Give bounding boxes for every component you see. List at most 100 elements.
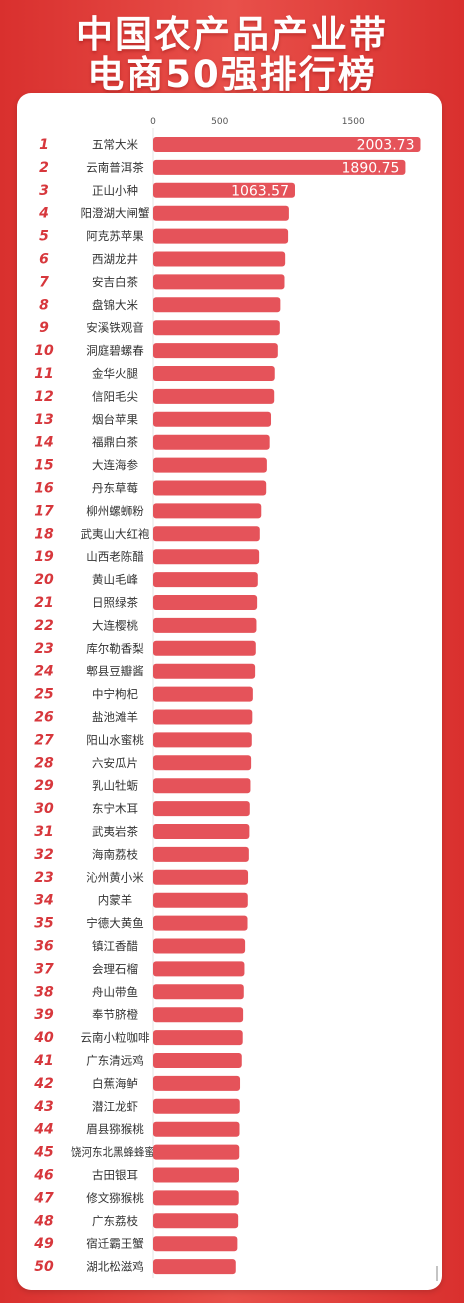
category-label: 白蕉海鲈 [92, 1076, 138, 1090]
category-label: 广东清远鸡 [86, 1054, 144, 1068]
category-label: 中宁枸杞 [92, 687, 138, 701]
bar-row: 27 阳山水蜜桃 [34, 732, 252, 748]
x-tick-label: 0 [150, 117, 156, 127]
category-label: 六安瓜片 [92, 756, 138, 770]
bar [153, 274, 285, 290]
rank-label: 43 [33, 1099, 53, 1115]
bar-row: 10 洞庭碧螺春 [34, 343, 278, 359]
bar [153, 480, 267, 496]
rank-label: 15 [34, 458, 54, 474]
category-label: 修文猕猴桃 [86, 1191, 144, 1205]
rank-label: 47 [33, 1190, 54, 1206]
category-label: 安溪铁观音 [86, 321, 144, 335]
bar [153, 617, 257, 633]
category-label: 丹东草莓 [92, 481, 138, 495]
bar-row: 18 武夷山大红袍 [34, 526, 260, 542]
category-label: 武夷岩茶 [92, 825, 138, 839]
rank-label: 16 [34, 481, 54, 497]
bar-row: 50 湖北松滋鸡 [34, 1259, 236, 1275]
rank-label: 36 [34, 939, 54, 955]
category-label: 信阳毛尖 [92, 389, 138, 403]
bar [153, 801, 250, 817]
rank-label: 17 [34, 503, 54, 519]
rank-label: 19 [34, 549, 54, 565]
bar [153, 137, 421, 152]
bar [153, 961, 245, 977]
category-label: 阳澄湖大闸蟹 [81, 206, 150, 220]
bar-row: 32 海南荔枝 [34, 846, 249, 863]
bar-row: 19 山西老陈醋 [34, 549, 260, 565]
category-label: 潜江龙虾 [92, 1099, 138, 1113]
category-label: 日照绿茶 [92, 596, 138, 610]
rank-label: 22 [34, 618, 53, 634]
category-label: 大连樱桃 [92, 618, 138, 632]
bar [153, 549, 260, 565]
category-label: 镇江香醋 [92, 939, 138, 953]
bar-row: 41 广东清远鸡 [33, 1053, 242, 1069]
bar-row: 46 古田银耳 [33, 1167, 239, 1184]
rank-label: 7 [39, 274, 49, 290]
bar [153, 320, 280, 336]
page-title-line2: 电商50强排行榜 [87, 53, 377, 96]
category-label: 五常大米 [92, 138, 138, 152]
category-label: 山西老陈醋 [86, 550, 144, 564]
bar [153, 251, 286, 267]
rank-label: 35 [34, 916, 54, 932]
bar [153, 1190, 239, 1206]
rank-label: 12 [34, 389, 53, 405]
bar [153, 1098, 240, 1114]
bar-row: 9 安溪铁观音 [39, 320, 280, 336]
rank-label: 25 [34, 687, 54, 703]
bar-row: 45 饶河东北黑蜂蜂蜜 [33, 1144, 240, 1161]
bar-row: 7 安吉白茶 [39, 274, 285, 290]
bar-row: 1 五常大米 2003.73 [39, 137, 421, 154]
rank-label: 3 [39, 183, 49, 199]
category-label: 宿迁霸王蟹 [86, 1237, 144, 1251]
bar-row: 37 会理石榴 [34, 961, 245, 977]
rank-label: 1 [39, 137, 49, 153]
bar-row: 31 武夷岩茶 [34, 824, 250, 840]
bar [153, 1259, 236, 1275]
bar [153, 1121, 240, 1137]
bar [153, 1236, 238, 1252]
category-label: 云南普洱茶 [86, 160, 144, 174]
rank-label: 45 [33, 1145, 54, 1161]
bar [153, 503, 262, 519]
bar [153, 388, 275, 404]
category-label: 内蒙羊 [98, 893, 133, 907]
value-label: 1890.75 [342, 160, 400, 176]
bar-row: 24 郫县豆瓣酱 [34, 663, 256, 680]
bar [153, 1030, 243, 1046]
bar-row: 42 白蕉海鲈 [33, 1075, 241, 1092]
bar [153, 709, 253, 725]
category-label: 福鼎白茶 [92, 435, 138, 449]
bar-row: 3 正山小种 1063.57 [39, 182, 295, 199]
bar [153, 938, 246, 954]
rank-label: 9 [39, 320, 49, 336]
value-label: 1063.57 [231, 183, 289, 199]
bar-row: 26 盐池滩羊 [34, 709, 253, 726]
bar-row: 8 盘锦大米 [39, 297, 281, 313]
rank-label: 27 [34, 732, 54, 748]
rank-label: 28 [34, 755, 54, 771]
bar-row: 38 舟山带鱼 [34, 984, 244, 1000]
bar-row: 39 奉节脐橙 [34, 1007, 244, 1023]
bar [153, 732, 252, 748]
category-label: 盐池滩羊 [92, 710, 138, 724]
bar-row: 12 信阳毛尖 [34, 388, 275, 405]
rank-label: 37 [34, 961, 54, 977]
bar-row: 43 潜江龙虾 [33, 1098, 240, 1115]
bar [153, 1007, 244, 1023]
bar [153, 892, 248, 908]
rank-label: 42 [33, 1076, 53, 1092]
rank-label: 21 [34, 595, 53, 611]
bar-row: 40 云南小粒咖啡 [33, 1030, 243, 1046]
bar [153, 411, 272, 427]
rank-label: 18 [34, 526, 54, 542]
category-label: 郫县豆瓣酱 [86, 664, 144, 678]
category-label: 库尔勒香梨 [86, 641, 144, 655]
rank-label: 44 [33, 1122, 53, 1138]
bar [153, 915, 248, 931]
bar [153, 663, 256, 679]
